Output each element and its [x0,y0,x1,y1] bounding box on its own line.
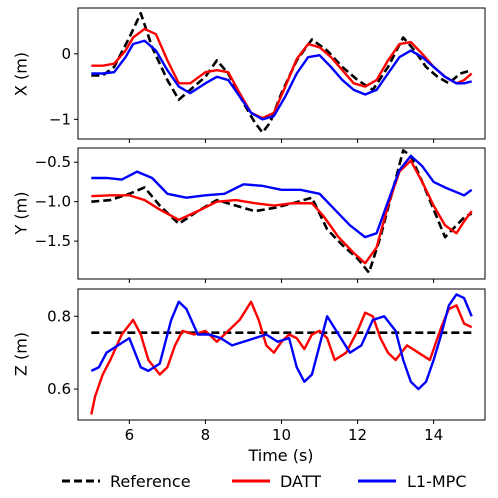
legend-label-datt: DATT [280,472,321,491]
panel-z-xtick-label: 10 [272,426,291,444]
panel-z-xtick-label: 12 [348,426,367,444]
panel-y-ytick-label: −1.0 [35,193,71,211]
panel-y-lines [91,149,473,274]
panel-x-yticks: −1 0 [49,45,78,128]
panel-y-yticks: −1.5 −1.0 −0.5 [35,153,78,250]
x-axis-label: Time (s) [247,446,313,465]
legend-label-reference: Reference [110,472,191,491]
panel-y-series-datt [91,159,473,265]
panel-z-lines [90,293,473,415]
panel-x-ytick-label: 0 [61,45,71,63]
legend: Reference DATT L1-MPC [62,472,467,491]
panel-z-series-l1-mpc [90,293,473,391]
panel-z-xticks: 6 8 10 12 14 [125,420,443,444]
panel-y-ytick-label: −1.5 [35,232,71,250]
panel-x-series-datt [91,27,473,120]
panel-z-ytick-label: 0.8 [47,307,71,325]
panel-x-ylabel: X (m) [12,52,31,96]
panel-y-xticks [128,279,435,283]
panel-z-ylabel: Z (m) [12,332,31,376]
panel-z: 6 8 10 12 14 0.6 0.8 Z (m) Time (s) [12,288,486,465]
panel-x-series-l1-mpc [91,39,472,121]
legend-label-l1-mpc: L1-MPC [407,472,467,491]
panel-x: −1 0 X (m) [12,7,486,143]
panel-x-lines [91,11,473,134]
panel-x-frame [77,7,486,140]
panel-z-xtick-label: 6 [125,426,135,444]
panel-x-ytick-label: −1 [49,110,71,128]
panel-z-yticks: 0.6 0.8 [47,307,78,398]
panel-z-xtick-label: 14 [424,426,443,444]
panel-z-xtick-label: 8 [201,426,211,444]
panel-z-series-datt [90,300,473,415]
panel-y: −1.5 −1.0 −0.5 Y (m) [12,147,486,283]
panel-y-ytick-label: −0.5 [35,153,71,171]
panel-y-series-l1-mpc [91,154,473,239]
panel-z-frame [77,288,486,421]
panel-z-ytick-label: 0.6 [47,380,71,398]
panel-y-ylabel: Y (m) [12,192,31,236]
panel-x-xticks [128,139,435,143]
